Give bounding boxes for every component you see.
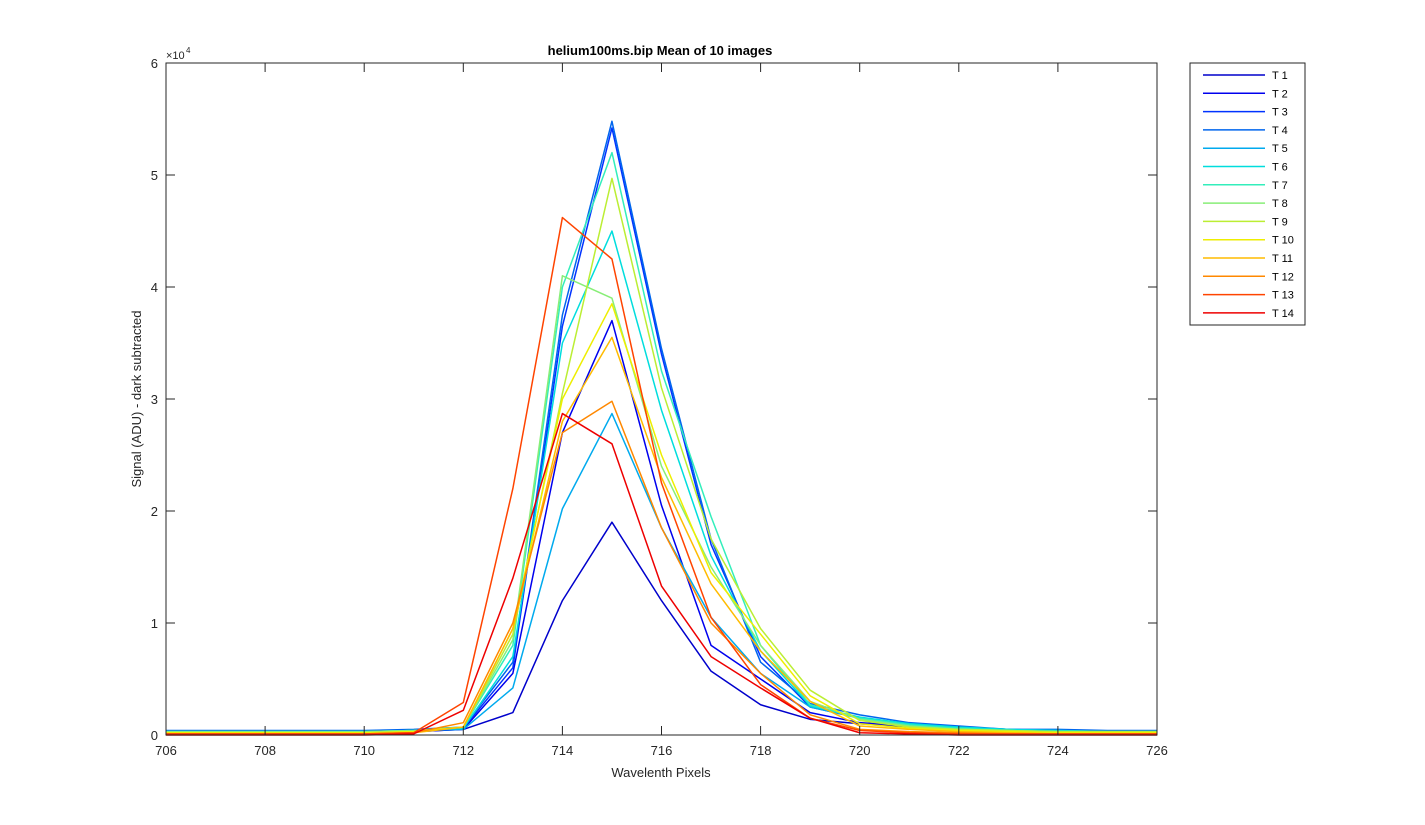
y-tick-label: 2 [151,504,158,519]
series-line-t4 [166,120,1157,732]
x-tick-label: 714 [552,743,574,758]
legend-label: T 1 [1272,70,1288,82]
series-line-t1 [166,521,1157,734]
axes-box [165,62,1158,736]
legend-item: T 10 [1203,235,1294,247]
series-line-t13 [166,216,1157,735]
legend-label: T 2 [1272,88,1288,100]
legend-label: T 4 [1272,125,1288,137]
y-tick-label: 3 [151,392,158,407]
legend-item: T 2 [1203,88,1288,100]
series-line-t10 [166,303,1157,734]
series-line-t3 [166,127,1157,733]
legend-item: T 8 [1203,198,1288,210]
x-tick-label: 716 [651,743,673,758]
legend-label: T 9 [1272,216,1288,228]
legend-item: T 11 [1203,253,1293,265]
y-tick-label: 5 [151,168,158,183]
series-line-t12 [166,400,1157,735]
y-tick-label: 4 [151,280,158,295]
plot-area [166,120,1157,736]
x-tick-label: 726 [1146,743,1168,758]
chart-title: helium100ms.bip Mean of 10 images [548,43,773,58]
legend-label: T 11 [1272,253,1293,265]
legend-item: T 3 [1203,107,1288,119]
legend-item: T 13 [1203,290,1294,302]
y-tick-label: 1 [151,616,158,631]
x-tick-label: 708 [254,743,276,758]
x-tick-label: 722 [948,743,970,758]
series-line-t5 [166,412,1157,733]
legend-item: T 9 [1203,216,1288,228]
x-axis: 706 708 710 712 714 716 718 720 722 724 726 [155,63,1168,758]
legend-label: T 3 [1272,107,1288,119]
x-tick-label: 718 [750,743,772,758]
x-tick-label: 724 [1047,743,1069,758]
legend-label: T 5 [1272,143,1288,155]
x-axis-label: Wavelenth Pixels [611,765,711,780]
y-axis: 0 1 2 3 4 5 6 [151,56,1157,743]
x-tick-label: 710 [353,743,375,758]
legend-item: T 4 [1203,125,1288,137]
legend-label: T 14 [1272,308,1294,320]
exponent-base: ×10 [166,50,185,62]
legend-box [1189,62,1306,326]
legend-item: T 5 [1203,143,1288,155]
exponent-label: ×10 4 [166,46,191,62]
legend-item: T 12 [1203,271,1294,283]
x-tick-label: 720 [849,743,871,758]
legend-item: T 14 [1203,308,1294,320]
legend-item: T 1 [1203,70,1288,82]
y-tick-label: 0 [151,728,158,743]
y-tick-label: 6 [151,56,158,71]
legend-items: T 1 T 2 T 3 T 4 T 5 T 6 T 7 T 8 T 9 T 10 T 11 T 12 T… [1203,70,1294,320]
legend-label: T 13 [1272,290,1294,302]
x-tick-label: 706 [155,743,177,758]
legend-label: T 10 [1272,235,1294,247]
legend-label: T 6 [1272,162,1288,174]
series-line-t14 [166,412,1157,736]
series-line-t7 [166,151,1157,733]
x-tick-label: 712 [452,743,474,758]
series-line-t11 [166,336,1157,735]
legend: T 1 T 2 T 3 T 4 T 5 T 6 T 7 T 8 T 9 T 10 T 11 T 12 T… [1189,62,1306,326]
legend-item: T 6 [1203,162,1288,174]
legend-label: T 12 [1272,271,1294,283]
legend-label: T 8 [1272,198,1288,210]
y-axis-label: Signal (ADU) - dark subtracted [129,310,144,487]
exponent-power: 4 [186,46,191,55]
legend-item: T 7 [1203,180,1288,192]
legend-label: T 7 [1272,180,1288,192]
